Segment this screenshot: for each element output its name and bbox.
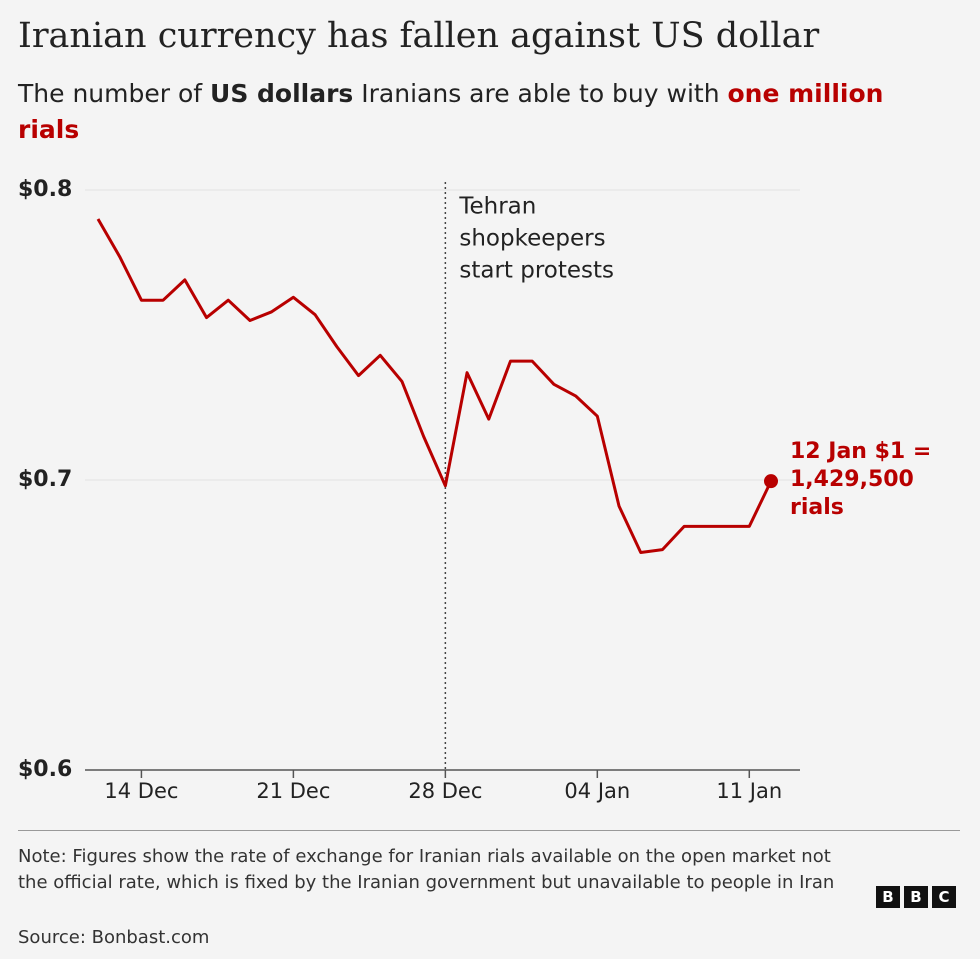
subtitle-part: one million rials [18,79,884,144]
x-tick-label: 28 Dec [408,779,482,803]
logo-letter: C [932,886,956,908]
x-tick-label: 04 Jan [564,779,630,803]
subtitle-part: US dollars [210,79,354,108]
event-label: Tehran [458,194,536,220]
y-tick-label: $0.8 [18,177,72,202]
y-tick-label: $0.6 [18,757,72,782]
subtitle-part: Iranians are able to buy with [353,79,728,108]
divider [18,830,960,831]
chart-title: Iranian currency has fallen against US d… [18,16,820,56]
x-tick-label: 21 Dec [256,779,330,803]
end-label: 12 Jan $1 = [790,439,931,464]
note: Note: Figures show the rate of exchange … [18,846,835,893]
end-point [764,474,778,489]
event-label: shopkeepers [459,226,605,252]
x-tick-label: 11 Jan [716,779,782,803]
subtitle-part: The number of [18,79,211,108]
y-tick-label: $0.7 [18,467,72,492]
chart: $0.6 $0.7 $0.8 14 Dec 21 Dec 28 Dec 04 Jan 11 J… [18,177,931,803]
end-label: rials [790,495,844,520]
line [96,218,773,554]
subtitle: The number of US dollars Iranians are ab… [18,76,898,148]
logo-letter: B [876,886,900,908]
source: Source: Bonbast.com [18,927,210,948]
end-label: 1,429,500 [790,467,914,492]
logo-letter: B [904,886,928,908]
x-tick-label: 14 Dec [104,779,178,803]
event-label: start protests [459,258,614,284]
